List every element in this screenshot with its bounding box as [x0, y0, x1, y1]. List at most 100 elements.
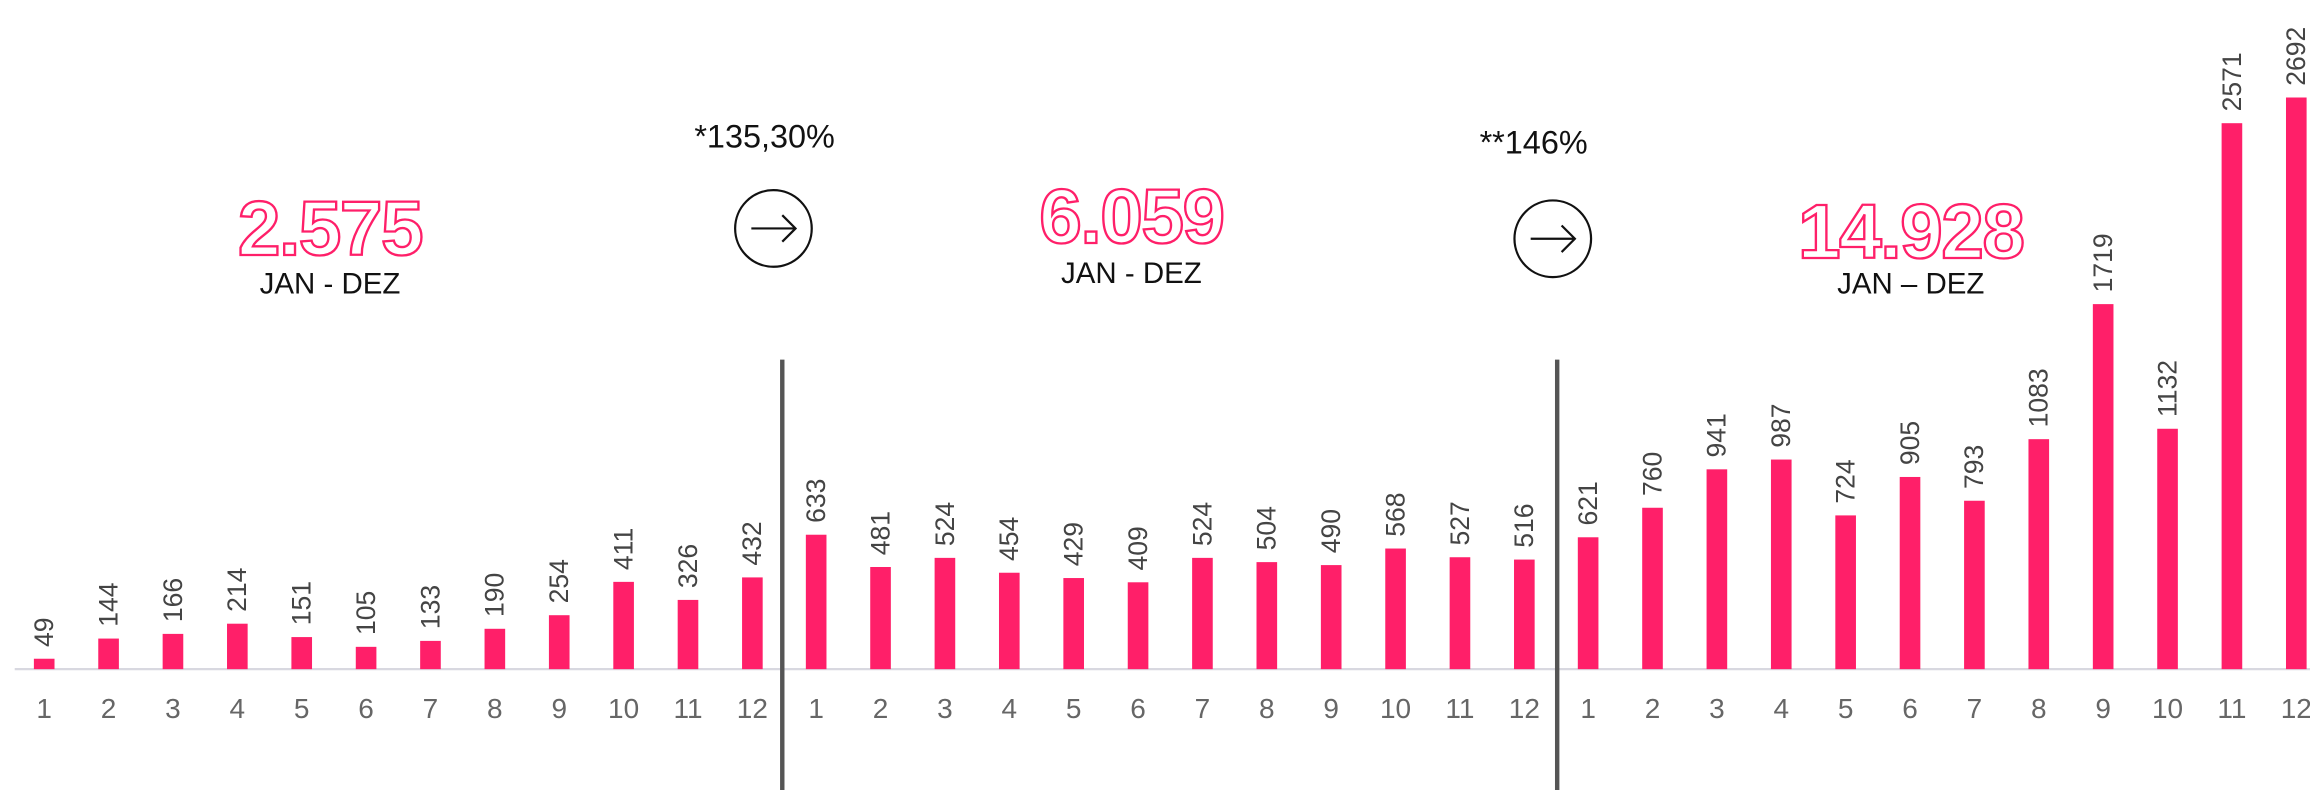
month-label: 6: [1130, 693, 1146, 724]
month-label: 11: [673, 693, 702, 724]
value-label: 941: [1702, 413, 1732, 457]
month-label: 8: [1259, 693, 1275, 724]
value-label: 1132: [2152, 360, 2182, 417]
bar: [355, 646, 377, 670]
bar: [934, 557, 956, 670]
month-label: 10: [608, 693, 639, 724]
value-label: 1083: [2024, 368, 2054, 427]
bar: [1899, 476, 1921, 670]
value-label: 151: [287, 581, 317, 625]
value-label: 49: [29, 617, 59, 647]
month-label: 8: [487, 693, 503, 724]
bar: [420, 640, 441, 670]
bar: [33, 658, 55, 670]
month-label: 5: [1838, 693, 1854, 724]
month-label: 1: [808, 693, 824, 724]
value-label: 326: [673, 544, 703, 588]
value-label: 2692: [2281, 27, 2310, 86]
value-label: 411: [608, 528, 638, 570]
bar: [1127, 582, 1149, 670]
bar: [548, 615, 570, 670]
total-value: 6.059: [1039, 175, 1223, 260]
value-label: 527: [1445, 501, 1475, 545]
bar: [2157, 428, 2178, 670]
value-label: 524: [930, 502, 960, 546]
month-label: 6: [1902, 693, 1918, 724]
bar: [1192, 557, 1213, 670]
value-label: 144: [93, 583, 123, 627]
period-label: JAN - DEZ: [1061, 257, 1202, 290]
bar: [1642, 507, 1663, 670]
month-label: 3: [165, 693, 181, 724]
bar: [2221, 123, 2243, 670]
value-label: 429: [1059, 522, 1089, 566]
bar: [1320, 565, 1342, 670]
value-label: 633: [801, 479, 831, 523]
bar: [1449, 557, 1471, 670]
bar: [1964, 500, 1985, 670]
bar: [677, 599, 699, 670]
month-label: 4: [1002, 693, 1018, 724]
month-label: 10: [2152, 693, 2183, 724]
month-label: 9: [1323, 693, 1339, 724]
month-label: 11: [1445, 693, 1474, 724]
value-label: 214: [222, 568, 252, 612]
month-label: 12: [737, 693, 768, 724]
month-label: 7: [1195, 693, 1211, 724]
value-label: 432: [737, 521, 767, 565]
value-label: 987: [1766, 404, 1796, 448]
month-label: 3: [1709, 693, 1725, 724]
value-label: 504: [1252, 506, 1282, 550]
bar: [227, 623, 248, 670]
total-value: 2.575: [238, 187, 422, 272]
value-label: 166: [158, 578, 188, 622]
value-label: 621: [1573, 481, 1603, 525]
value-label: 105: [351, 591, 381, 635]
month-label: 7: [1967, 693, 1983, 724]
bar: [1577, 537, 1599, 670]
value-label: 190: [480, 573, 510, 617]
bar: [805, 534, 827, 670]
bar: [742, 577, 763, 670]
value-label: 490: [1316, 509, 1346, 553]
value-label: 568: [1380, 492, 1410, 536]
value-label: 1719: [2088, 233, 2118, 292]
bar: [2285, 97, 2307, 670]
total-value: 14.928: [1798, 190, 2023, 275]
value-label: 254: [544, 559, 574, 603]
value-label: 793: [1959, 445, 1989, 489]
month-label: 1: [36, 693, 52, 724]
month-label: 10: [1380, 693, 1411, 724]
period-label: JAN – DEZ: [1837, 267, 1984, 300]
bar: [162, 633, 184, 670]
bar: [870, 567, 891, 670]
value-label: 724: [1830, 459, 1860, 503]
month-label: 1: [1580, 693, 1596, 724]
bar: [1706, 469, 1728, 670]
month-label: 9: [551, 693, 567, 724]
value-label: 516: [1509, 504, 1539, 548]
month-label: 5: [1066, 693, 1082, 724]
month-label: 6: [358, 693, 374, 724]
value-label: 133: [415, 585, 445, 629]
period-label: JAN - DEZ: [260, 267, 401, 300]
month-label: 4: [1773, 693, 1789, 724]
month-label: 7: [423, 693, 439, 724]
bar: [291, 637, 313, 670]
growth-label: *135,30%: [694, 118, 835, 154]
bar: [1770, 459, 1792, 670]
arrow-icon: [1513, 199, 1593, 279]
value-label: 454: [994, 517, 1024, 561]
bar: [98, 638, 119, 670]
arrow-icon: [734, 189, 813, 268]
value-label: 409: [1123, 526, 1153, 570]
bar: [1256, 562, 1278, 670]
month-label: 2: [873, 693, 889, 724]
bar: [1063, 578, 1084, 670]
value-label: 481: [865, 511, 895, 555]
bar: [1514, 559, 1535, 670]
month-label: 12: [2281, 693, 2310, 724]
month-label: 3: [937, 693, 953, 724]
bar: [484, 628, 506, 670]
